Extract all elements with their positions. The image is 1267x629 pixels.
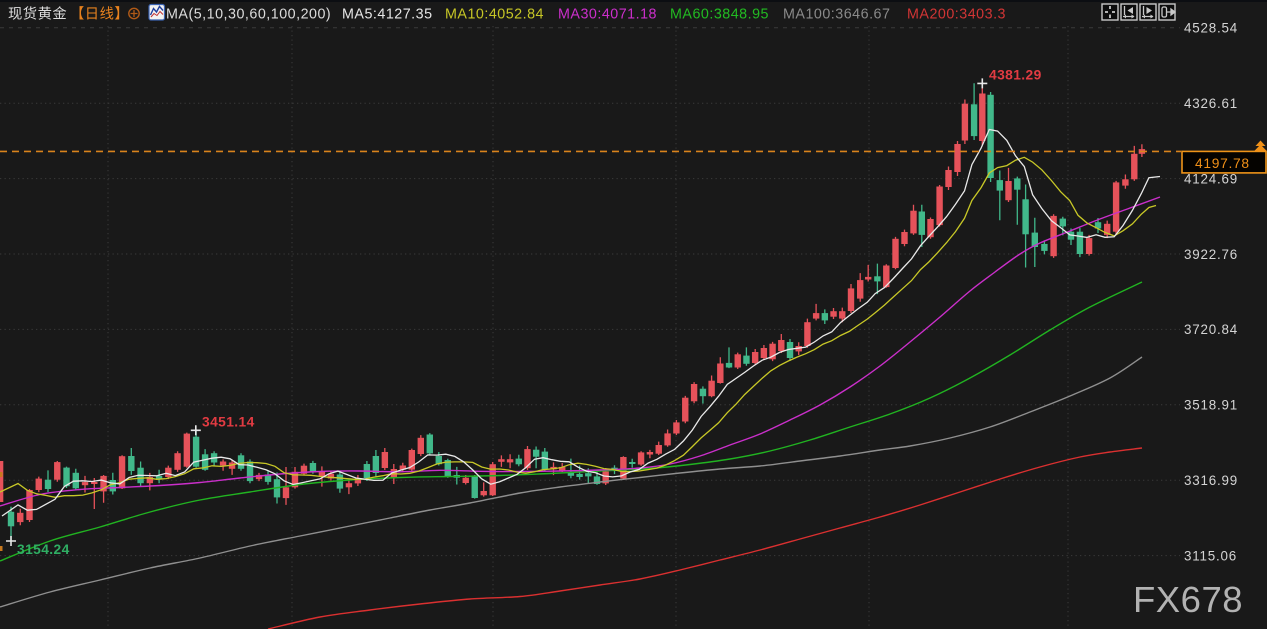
svg-text:3451.14: 3451.14 — [202, 415, 255, 430]
svg-text:4528.54: 4528.54 — [1184, 21, 1238, 36]
svg-text:3316.99: 3316.99 — [1184, 473, 1238, 488]
svg-text:4381.29: 4381.29 — [989, 68, 1042, 83]
svg-text:3518.91: 3518.91 — [1184, 398, 1238, 413]
svg-text:3115.06: 3115.06 — [1184, 548, 1237, 563]
svg-text:MA60:3848.95: MA60:3848.95 — [670, 7, 769, 23]
svg-text:3154.24: 3154.24 — [17, 542, 70, 557]
svg-text:MA10:4052.84: MA10:4052.84 — [445, 7, 544, 23]
svg-text:3720.84: 3720.84 — [1184, 322, 1238, 337]
svg-text:FX678: FX678 — [1133, 579, 1243, 620]
svg-text:MA5:4127.35: MA5:4127.35 — [342, 7, 433, 23]
svg-text:4124.69: 4124.69 — [1184, 171, 1238, 186]
svg-text:【日线】: 【日线】 — [70, 6, 129, 23]
svg-text:MA30:4071.18: MA30:4071.18 — [558, 7, 657, 23]
svg-text:MA(5,10,30,60,100,200): MA(5,10,30,60,100,200) — [166, 7, 331, 23]
svg-text:3922.76: 3922.76 — [1184, 247, 1238, 262]
svg-text:4197.78: 4197.78 — [1195, 156, 1250, 171]
svg-text:MA100:3646.67: MA100:3646.67 — [783, 7, 890, 23]
svg-text:MA200:3403.3: MA200:3403.3 — [907, 7, 1006, 23]
svg-text:现货黄金: 现货黄金 — [8, 6, 67, 23]
svg-text:4326.61: 4326.61 — [1184, 96, 1238, 111]
